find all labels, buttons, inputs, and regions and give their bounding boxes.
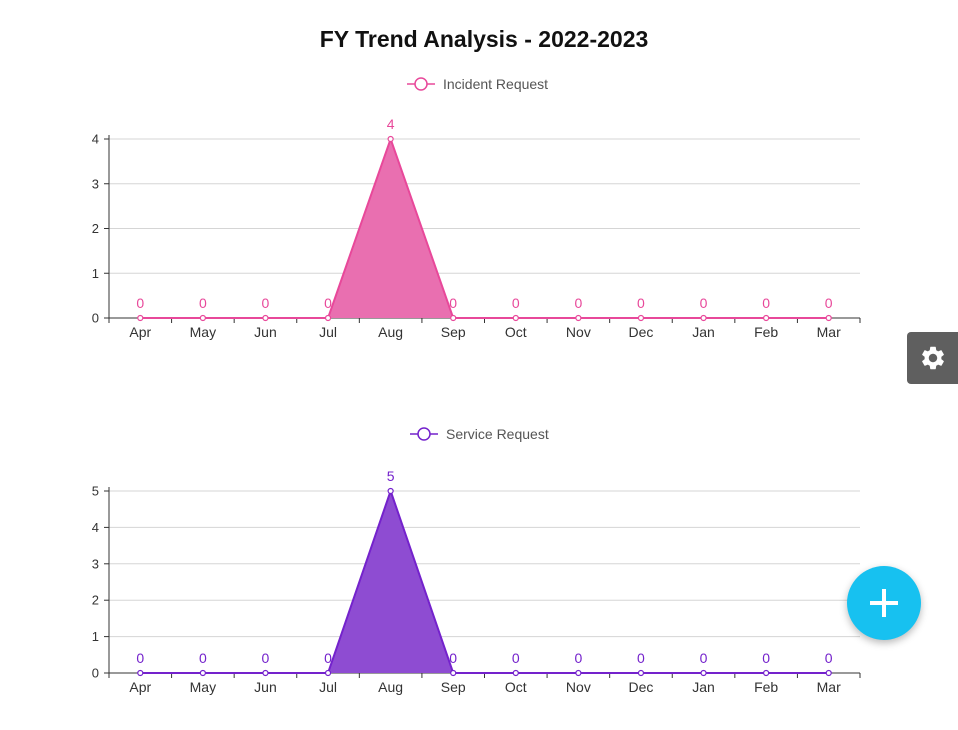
y-tick-label: 0 (92, 311, 99, 326)
series-area (140, 491, 829, 673)
settings-button[interactable] (907, 332, 958, 384)
data-point (387, 135, 394, 143)
data-point (324, 669, 332, 677)
data-point (262, 669, 269, 677)
series-line (140, 487, 829, 674)
data-label: 0 (574, 295, 582, 311)
plus-icon (870, 589, 898, 617)
data-point (137, 314, 144, 322)
data-label: 0 (825, 295, 833, 311)
y-tick-label: 3 (92, 556, 99, 571)
y-tick-label: 4 (92, 132, 99, 147)
legend-label: Incident Request (443, 76, 548, 92)
legend: Service Request (410, 426, 549, 442)
legend-label: Service Request (446, 426, 549, 442)
x-tick-label: Aug (378, 324, 403, 340)
data-point (637, 669, 645, 677)
x-tick-label: Nov (566, 324, 591, 340)
y-tick-label: 1 (92, 266, 99, 281)
data-label: 0 (700, 295, 708, 311)
x-tick-label: May (190, 324, 216, 340)
data-point (512, 669, 519, 677)
legend-marker (414, 77, 428, 91)
series-line (140, 135, 829, 319)
x-tick-label: May (190, 679, 216, 695)
x-tick-label: Jul (319, 324, 337, 340)
service-request-chart: Service Request 0 1 2 3 4 5 Apr May Jun Jul Aug Sep O… (92, 426, 861, 695)
data-point (825, 669, 832, 677)
x-tick-label: Jul (319, 679, 337, 695)
data-point (199, 314, 206, 322)
x-tick-label: Sep (441, 324, 466, 340)
data-label: 0 (825, 650, 833, 666)
gear-icon (921, 346, 944, 370)
x-tick-label: Dec (629, 679, 654, 695)
data-label: 0 (262, 650, 270, 666)
x-tick-label: Mar (817, 679, 841, 695)
y-tick-label: 2 (92, 221, 99, 236)
x-tick-label: Aug (378, 679, 403, 695)
data-label: 0 (324, 295, 332, 311)
x-tick-label: Apr (129, 324, 151, 340)
y-tick-label: 4 (92, 520, 99, 535)
data-point (575, 669, 582, 677)
data-point (262, 314, 269, 322)
x-tick-label: Oct (505, 679, 527, 695)
x-tick-label: Sep (441, 679, 466, 695)
y-tick-label: 2 (92, 593, 99, 608)
legend: Incident Request (407, 76, 548, 92)
data-label: 0 (449, 650, 457, 666)
x-tick-label: Oct (505, 324, 527, 340)
data-point (387, 487, 394, 495)
data-point (637, 314, 645, 322)
data-label: 0 (762, 650, 770, 666)
data-point (825, 314, 832, 322)
data-label: 0 (762, 295, 770, 311)
incident-request-chart: Incident Request 0 1 2 3 4 Apr May Jun Jul Aug Sep O… (92, 76, 861, 340)
x-tick-label: Apr (129, 679, 151, 695)
data-point (512, 314, 519, 322)
x-tick-label: Nov (566, 679, 591, 695)
data-label: 0 (262, 295, 270, 311)
x-tick-label: Jan (692, 324, 715, 340)
add-button[interactable] (847, 566, 921, 640)
data-label: 0 (637, 295, 645, 311)
data-point (700, 669, 707, 677)
data-point (700, 314, 707, 322)
y-tick-label: 1 (92, 629, 99, 644)
data-label: 0 (199, 295, 207, 311)
data-label: 0 (700, 650, 708, 666)
data-point (137, 669, 144, 677)
data-point (763, 669, 770, 677)
y-tick-label: 5 (92, 484, 99, 499)
data-label: 0 (574, 650, 582, 666)
data-label: 0 (637, 650, 645, 666)
data-point (450, 314, 457, 322)
data-label: 4 (387, 116, 395, 132)
data-label: 0 (512, 295, 520, 311)
y-tick-label: 3 (92, 176, 99, 191)
y-tick-label: 0 (92, 666, 99, 681)
page-title: FY Trend Analysis - 2022-2023 (319, 26, 649, 52)
data-point (199, 669, 206, 677)
data-label: 0 (449, 295, 457, 311)
data-point (324, 314, 332, 322)
x-tick-label: Jun (254, 679, 277, 695)
x-tick-label: Feb (754, 324, 778, 340)
data-point (450, 669, 457, 677)
data-label: 0 (512, 650, 520, 666)
legend-marker (417, 427, 431, 441)
x-tick-label: Mar (817, 324, 841, 340)
data-point (763, 314, 770, 322)
x-tick-label: Feb (754, 679, 778, 695)
x-tick-label: Dec (629, 324, 654, 340)
data-label: 0 (136, 650, 144, 666)
data-label: 0 (136, 295, 144, 311)
data-label: 0 (324, 650, 332, 666)
x-tick-label: Jun (254, 324, 277, 340)
x-tick-label: Jan (692, 679, 715, 695)
data-point (575, 314, 582, 322)
data-label: 5 (387, 468, 395, 484)
data-label: 0 (199, 650, 207, 666)
